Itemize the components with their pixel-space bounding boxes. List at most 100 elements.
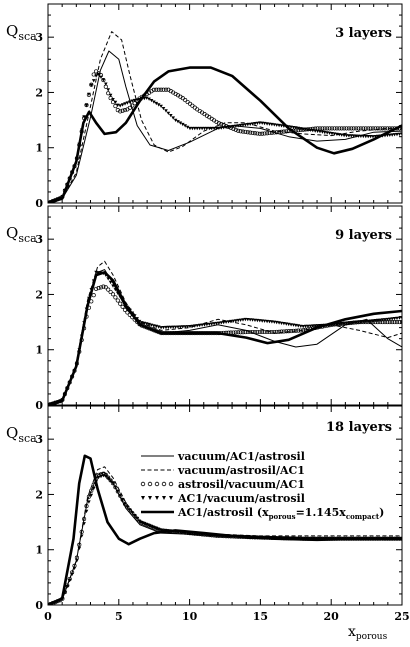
data-point-circle bbox=[125, 310, 130, 315]
data-point-triangle bbox=[104, 82, 108, 86]
data-point-triangle bbox=[306, 324, 310, 328]
data-point-triangle bbox=[171, 325, 175, 329]
data-point-triangle bbox=[202, 323, 207, 327]
data-point-triangle bbox=[137, 519, 142, 524]
data-point-circle bbox=[154, 87, 159, 92]
data-point-circle bbox=[368, 126, 373, 131]
legend-swatch-triangles bbox=[141, 496, 173, 500]
data-point-circle bbox=[382, 126, 388, 131]
data-point-triangle bbox=[101, 78, 106, 82]
data-point-triangle bbox=[361, 320, 366, 324]
data-point-circle bbox=[291, 328, 296, 333]
data-point-triangle bbox=[75, 559, 79, 563]
data-point-triangle bbox=[108, 280, 113, 285]
data-point-triangle bbox=[397, 132, 402, 136]
y-tick-label: 1 bbox=[35, 142, 43, 155]
data-point-triangle bbox=[250, 122, 255, 126]
data-point-triangle bbox=[99, 75, 103, 79]
y-tick-label: 2 bbox=[35, 288, 43, 301]
series-group bbox=[48, 260, 402, 405]
panel-18-layers: Qsca 18 layers 0 1 2 3 0 5 10 15 20 25 vacuum/AC1… bbox=[6, 405, 410, 642]
data-point-triangle bbox=[224, 125, 228, 130]
data-point-circle bbox=[86, 494, 91, 499]
data-point-circle bbox=[262, 131, 267, 136]
x-tick-label: 15 bbox=[253, 610, 268, 623]
legend-label: vacuum/astrosil/AC1 bbox=[177, 464, 305, 477]
data-point-circle bbox=[106, 287, 111, 292]
data-point-circle bbox=[103, 285, 108, 290]
data-point-triangle bbox=[166, 111, 171, 115]
data-point-triangle bbox=[262, 121, 267, 126]
data-point-triangle bbox=[246, 123, 250, 127]
data-point-circle bbox=[267, 130, 272, 136]
data-point-triangle bbox=[214, 126, 219, 131]
data-point-triangle bbox=[72, 566, 77, 570]
data-point-triangle bbox=[70, 572, 74, 577]
data-point-circle bbox=[243, 129, 248, 134]
data-point-triangle bbox=[400, 316, 402, 320]
series-group bbox=[48, 454, 402, 605]
data-point-triangle bbox=[354, 320, 358, 325]
data-point-triangle bbox=[205, 323, 209, 327]
data-point-triangle bbox=[296, 324, 301, 328]
data-point-circle bbox=[293, 328, 298, 333]
data-point-circle bbox=[156, 87, 161, 92]
data-point-triangle bbox=[67, 578, 72, 583]
data-point-circle bbox=[110, 292, 116, 297]
data-point-triangle bbox=[164, 325, 168, 330]
data-point-triangle bbox=[344, 134, 349, 138]
panel-title: 3 layers bbox=[335, 26, 392, 41]
legend-entry: vacuum/astrosil/AC1 bbox=[141, 464, 305, 477]
data-point-triangle bbox=[116, 490, 120, 494]
data-point-triangle bbox=[207, 322, 212, 326]
data-point-circle bbox=[255, 329, 260, 335]
data-point-circle bbox=[281, 329, 286, 334]
data-point-circle bbox=[399, 320, 402, 325]
data-point-circle bbox=[260, 131, 265, 136]
data-point-circle bbox=[120, 108, 125, 113]
data-point-circle bbox=[332, 126, 337, 131]
data-point-circle bbox=[397, 320, 402, 325]
data-point-triangle bbox=[169, 325, 173, 329]
data-point-circle bbox=[356, 126, 361, 131]
data-point-circle bbox=[394, 320, 400, 325]
data-point-triangle bbox=[337, 322, 342, 326]
data-point-triangle bbox=[241, 123, 245, 127]
data-point-triangle bbox=[347, 134, 351, 138]
data-point-circle bbox=[159, 87, 164, 92]
data-point-triangle bbox=[159, 326, 163, 330]
data-point-circle bbox=[269, 130, 274, 135]
data-point-triangle bbox=[79, 534, 84, 538]
data-point-triangle bbox=[368, 319, 373, 323]
data-point-triangle bbox=[397, 316, 402, 320]
data-point-circle bbox=[101, 284, 106, 289]
data-point-triangle bbox=[152, 526, 156, 530]
data-point-triangle bbox=[120, 498, 125, 502]
data-point-circle bbox=[257, 329, 262, 335]
data-point-triangle bbox=[159, 104, 163, 108]
data-point-circle bbox=[243, 330, 248, 335]
y-tick-label: 1 bbox=[35, 544, 43, 557]
data-point-triangle bbox=[231, 319, 236, 323]
data-point-triangle bbox=[125, 101, 130, 105]
data-point-triangle bbox=[371, 319, 375, 323]
data-point-triangle bbox=[130, 99, 135, 103]
data-point-triangle bbox=[154, 526, 159, 531]
data-point-triangle bbox=[190, 126, 195, 131]
data-point-triangle bbox=[351, 134, 356, 138]
data-point-triangle bbox=[149, 525, 154, 529]
data-point-circle bbox=[245, 329, 250, 335]
data-point-circle bbox=[151, 87, 156, 92]
data-point-triangle bbox=[108, 93, 113, 98]
y-tick-label: 0 bbox=[35, 399, 43, 412]
data-point-triangle bbox=[173, 325, 178, 329]
data-point-triangle bbox=[296, 126, 301, 130]
data-point-triangle bbox=[226, 320, 231, 324]
data-point-triangle bbox=[248, 318, 252, 322]
data-point-circle bbox=[245, 130, 250, 135]
y-tick-label: 2 bbox=[35, 488, 43, 501]
data-point-triangle bbox=[193, 324, 197, 328]
x-tick-label: 0 bbox=[44, 610, 52, 623]
data-point-circle bbox=[277, 329, 282, 334]
data-point-triangle bbox=[388, 133, 392, 137]
